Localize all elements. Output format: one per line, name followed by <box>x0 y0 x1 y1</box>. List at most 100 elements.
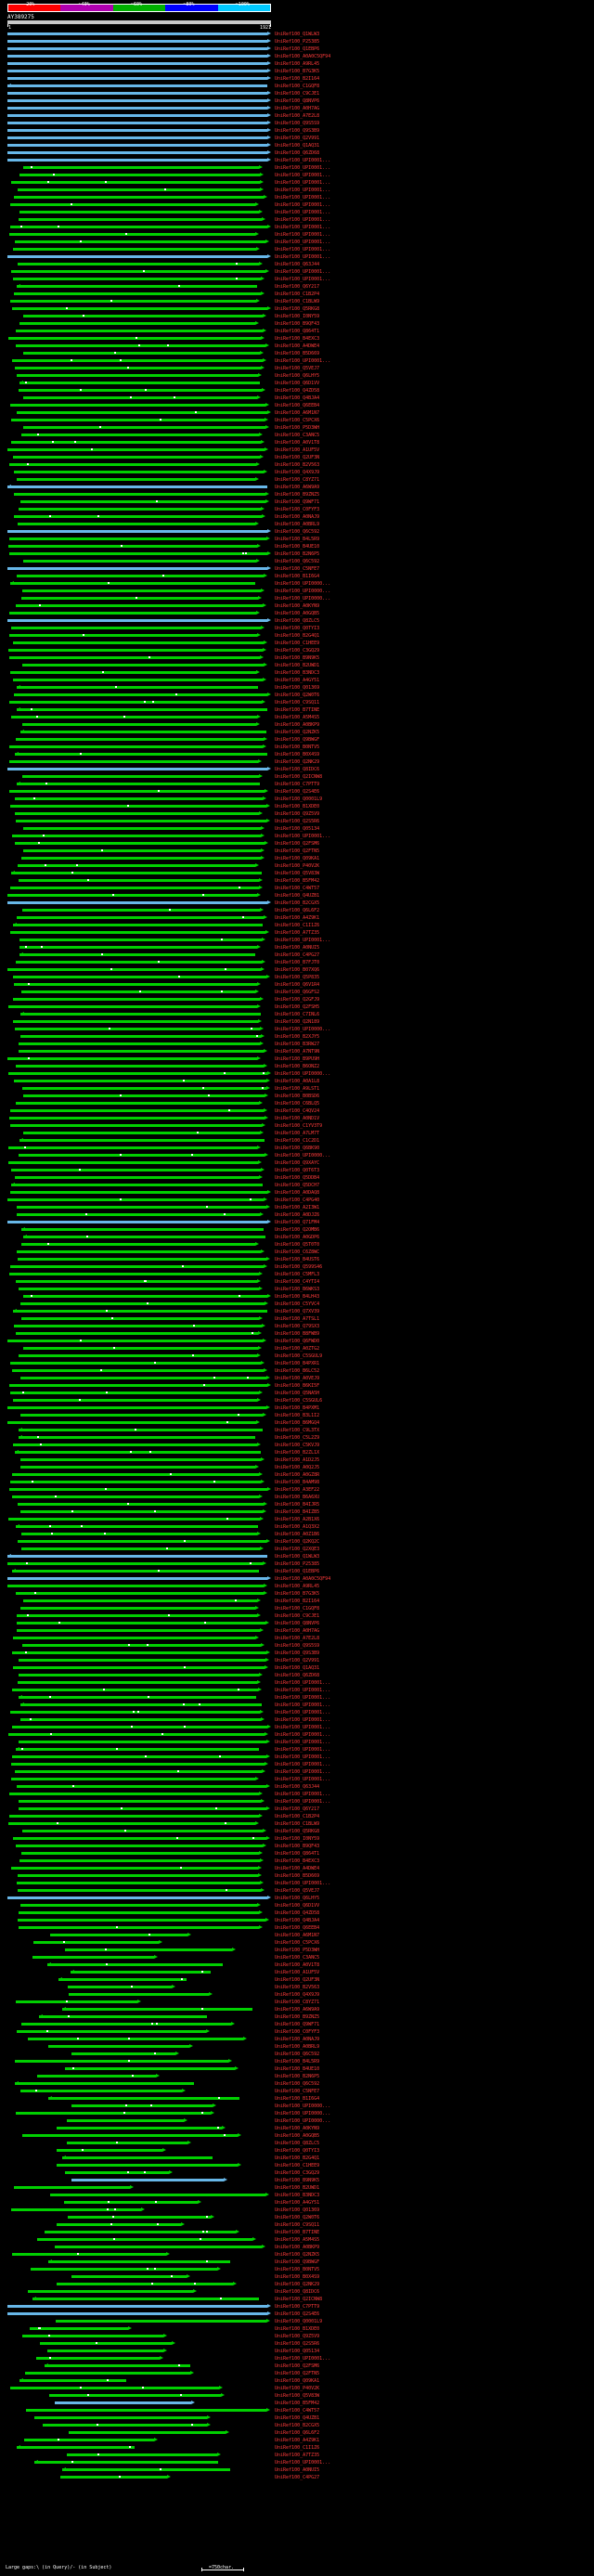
alignment-bar[interactable] <box>18 1540 266 1543</box>
hit-accession-label[interactable]: UniRef100_P40V2K <box>275 2386 320 2391</box>
alignment-bar[interactable] <box>33 1941 159 1944</box>
table-row[interactable]: UniRef100_C8YZ71 <box>0 1999 594 2006</box>
table-row[interactable]: UniRef100_Q1EBP6 <box>0 45 594 53</box>
hit-accession-label[interactable]: UniRef100_B07XQ6 <box>275 967 320 973</box>
table-row[interactable]: UniRef100_Q9BWGF <box>0 736 594 744</box>
alignment-bar[interactable] <box>19 953 255 956</box>
alignment-bar[interactable] <box>19 389 262 392</box>
hit-accession-label[interactable]: UniRef100_UPI0001... <box>275 232 331 238</box>
alignment-bar[interactable] <box>19 1354 257 1357</box>
table-row[interactable]: UniRef100_Q05134 <box>0 825 594 833</box>
table-row[interactable]: UniRef100_Q4BJA4 <box>0 395 594 402</box>
table-row[interactable]: UniRef100_Q5DCH7 <box>0 1182 594 1189</box>
table-row[interactable]: UniRef100_Q599S46 <box>0 1263 594 1271</box>
hit-accession-label[interactable]: UniRef100_C3GQ29 <box>275 2170 320 2176</box>
table-row[interactable]: UniRef100_A2B1X6 <box>0 1516 594 1523</box>
hit-accession-label[interactable]: UniRef100_Q6V1R4 <box>275 982 320 988</box>
table-row[interactable]: UniRef100_Q0TYI3 <box>0 625 594 632</box>
table-row[interactable]: UniRef100_UPI0001... <box>0 246 594 253</box>
alignment-bar[interactable] <box>67 2142 187 2144</box>
hit-accession-label[interactable]: UniRef100_Q7XV39 <box>275 1309 320 1314</box>
table-row[interactable]: UniRef100_A0VEJ9 <box>0 1375 594 1382</box>
hit-accession-label[interactable]: UniRef100_UPI0001... <box>275 269 331 275</box>
hit-accession-label[interactable]: UniRef100_A1D2J5 <box>275 1457 320 1463</box>
alignment-bar[interactable] <box>69 2431 226 2434</box>
hit-accession-label[interactable]: UniRef100_UPI0000... <box>275 596 331 602</box>
alignment-bar[interactable] <box>14 983 257 986</box>
table-row[interactable]: UniRef100_Q6D1VV <box>0 1902 594 1909</box>
alignment-bar[interactable] <box>20 1466 255 1469</box>
alignment-bar[interactable] <box>17 411 267 414</box>
alignment-bar[interactable] <box>15 753 267 756</box>
hit-accession-label[interactable]: UniRef100_B9N9K5 <box>275 655 320 661</box>
table-row[interactable]: UniRef100_Q6LHY5 <box>0 372 594 380</box>
hit-accession-label[interactable]: UniRef100_UPI0001... <box>275 2460 331 2466</box>
table-row[interactable]: UniRef100_A0GQB5 <box>0 610 594 617</box>
hit-accession-label[interactable]: UniRef100_B4EXC3 <box>275 1858 320 1864</box>
hit-accession-label[interactable]: UniRef100_Q6Y217 <box>275 284 320 290</box>
hit-accession-label[interactable]: UniRef100_C9CJE1 <box>275 91 320 97</box>
alignment-bar[interactable] <box>19 218 262 221</box>
table-row[interactable]: UniRef100_B0NTV5 <box>0 2266 594 2273</box>
hit-accession-label[interactable]: UniRef100_Q2NZK5 <box>275 730 320 735</box>
alignment-bar[interactable] <box>20 731 266 733</box>
hit-accession-label[interactable]: UniRef100_Q1EBP6 <box>275 46 320 52</box>
hit-accession-label[interactable]: UniRef100_A0ZTG2 <box>275 1346 320 1352</box>
hit-accession-label[interactable]: UniRef100_B9N9K5 <box>275 2178 320 2183</box>
table-row[interactable]: UniRef100_A0GDP6 <box>0 1234 594 1241</box>
alignment-bar[interactable] <box>19 174 260 176</box>
alignment-bar[interactable] <box>23 560 256 563</box>
table-row[interactable]: UniRef100_UPI0001... <box>0 1754 594 1761</box>
table-row[interactable]: UniRef100_UPI0000... <box>0 2110 594 2117</box>
hit-accession-label[interactable]: UniRef100_B9QF43 <box>275 1844 320 1849</box>
table-row[interactable]: UniRef100_A6M1N7 <box>0 409 594 417</box>
hit-accession-label[interactable]: UniRef100_B4UE10 <box>275 2066 320 2072</box>
alignment-bar[interactable] <box>19 382 260 384</box>
alignment-bar[interactable] <box>22 723 256 726</box>
table-row[interactable]: UniRef100_UPI0000... <box>0 2103 594 2110</box>
table-row[interactable]: UniRef100_P25385 <box>0 38 594 45</box>
table-row[interactable]: UniRef100_Q01369 <box>0 684 594 692</box>
hit-accession-label[interactable]: UniRef100_Q71FM4 <box>275 1220 320 1225</box>
hit-accession-label[interactable]: UniRef100_Q2W0T6 <box>275 2215 320 2220</box>
table-row[interactable]: UniRef100_A0KYN9 <box>0 602 594 610</box>
hit-accession-label[interactable]: UniRef100_B4IJR5 <box>275 1502 320 1508</box>
table-row[interactable]: UniRef100_UPI0001... <box>0 1746 594 1754</box>
table-row[interactable]: UniRef100_A5M4S5 <box>0 714 594 721</box>
hit-accession-label[interactable]: UniRef100_B2G4Q1 <box>275 2155 320 2161</box>
alignment-bar[interactable] <box>11 419 265 421</box>
hit-accession-label[interactable]: UniRef100_C5SGUL9 <box>275 1353 323 1359</box>
table-row[interactable]: UniRef100_B4L5R9 <box>0 2058 594 2065</box>
alignment-bar[interactable] <box>23 352 260 355</box>
alignment-bar[interactable] <box>10 1191 267 1194</box>
table-row[interactable]: UniRef100_B3RW27 <box>0 1041 594 1048</box>
alignment-bar[interactable] <box>50 2194 265 2196</box>
hit-accession-label[interactable]: UniRef100_UPI0001... <box>275 239 331 245</box>
hit-accession-label[interactable]: UniRef100_Q0001L9 <box>275 796 323 802</box>
hit-accession-label[interactable]: UniRef100_B2CGX5 <box>275 2423 320 2428</box>
hit-accession-label[interactable]: UniRef100_A0VEJ9 <box>275 1376 320 1381</box>
table-row[interactable]: UniRef100_Q2S4E6 <box>0 788 594 796</box>
alignment-bar[interactable] <box>19 508 261 511</box>
hit-accession-label[interactable]: UniRef100_B7FJT0 <box>275 960 320 965</box>
table-row[interactable]: UniRef100_C7INL6 <box>0 1011 594 1018</box>
alignment-bar[interactable] <box>17 708 267 711</box>
hit-accession-label[interactable]: UniRef100_C5KVJ9 <box>275 1443 320 1448</box>
alignment-bar[interactable] <box>16 820 266 822</box>
alignment-bar[interactable] <box>16 2000 137 2003</box>
table-row[interactable]: UniRef100_I0NY59 <box>0 1835 594 1843</box>
table-row[interactable]: UniRef100_UPI0001... <box>0 187 594 194</box>
alignment-bar[interactable] <box>20 1013 261 1016</box>
table-row[interactable]: UniRef100_UPI0001... <box>0 216 594 224</box>
table-row[interactable]: UniRef100_C4WT57 <box>0 2407 594 2414</box>
table-row[interactable]: UniRef100_A7TZ35 <box>0 2452 594 2459</box>
table-row[interactable]: UniRef100_Q0001L9 <box>0 2318 594 2325</box>
alignment-bar[interactable] <box>69 1993 209 1996</box>
table-row[interactable]: UniRef100_B3L1I2 <box>0 1412 594 1419</box>
hit-accession-label[interactable]: UniRef100_C7INL6 <box>275 1012 320 1017</box>
hit-accession-label[interactable]: UniRef100_Q2S4E6 <box>275 789 320 795</box>
alignment-bar[interactable] <box>12 1369 264 1372</box>
alignment-bar[interactable] <box>17 1785 266 1788</box>
hit-accession-label[interactable]: UniRef100_C5L2Z9 <box>275 1435 320 1441</box>
hit-accession-label[interactable]: UniRef100_B1XDE0 <box>275 804 320 809</box>
